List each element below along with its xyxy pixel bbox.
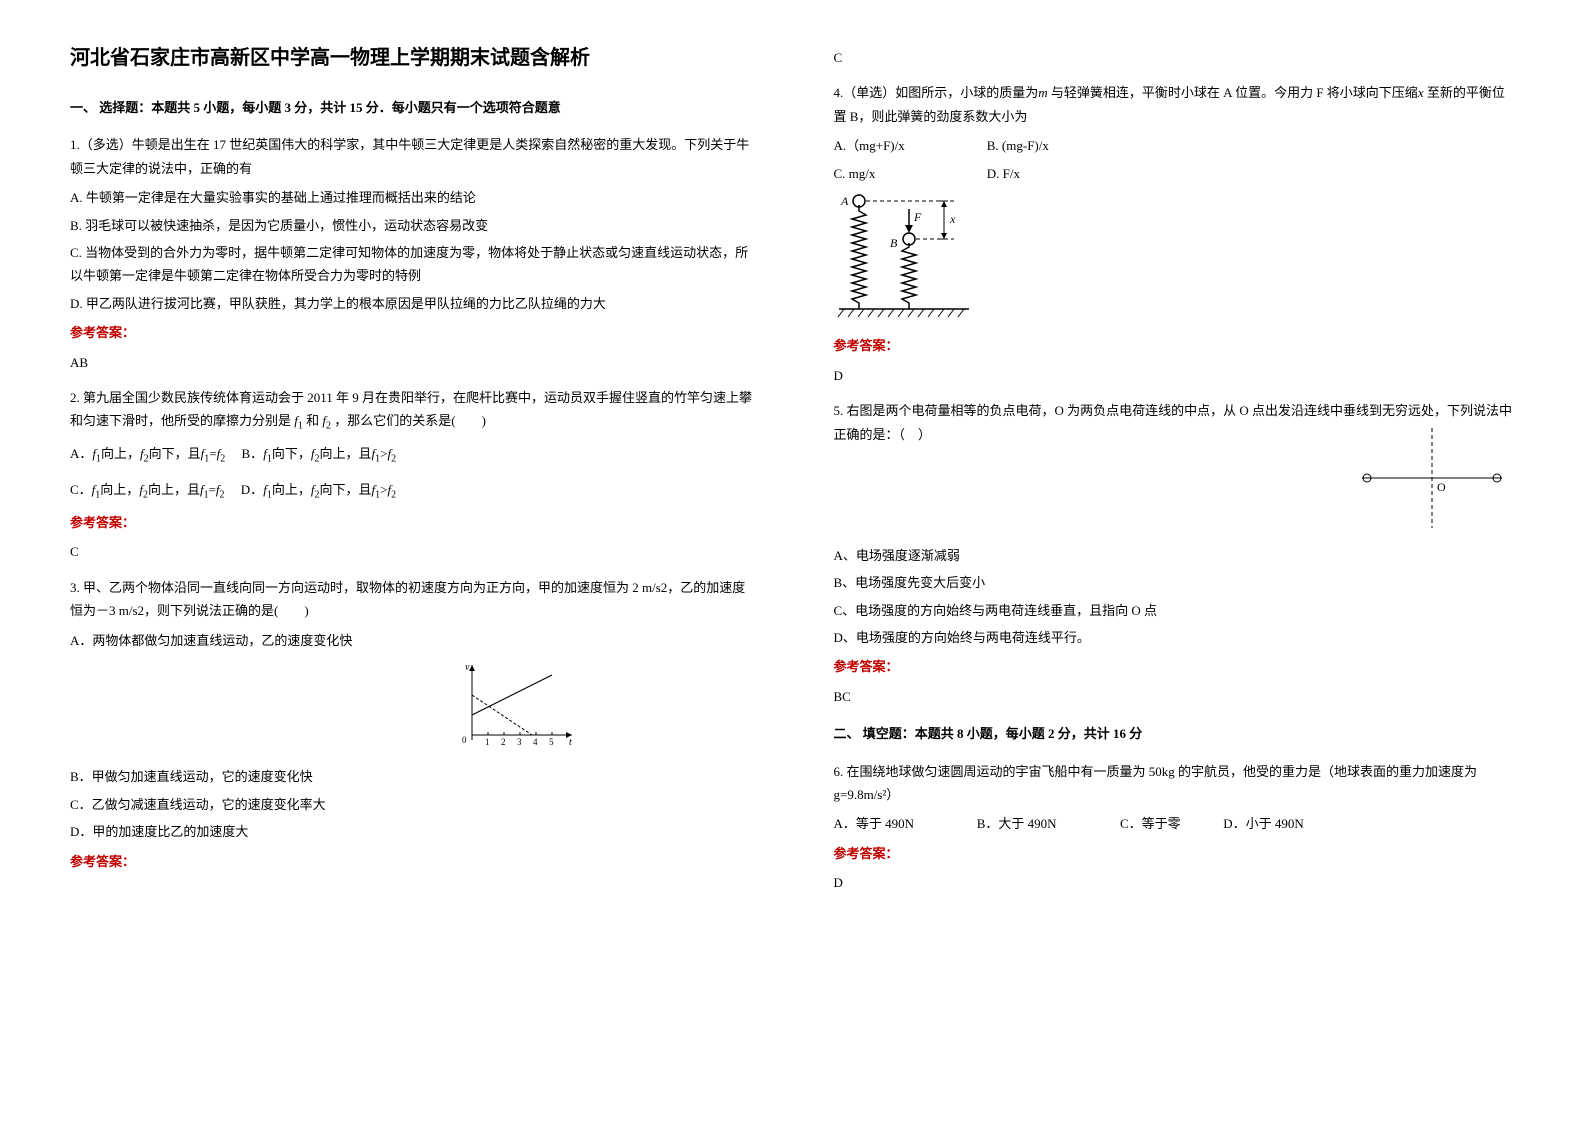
- q1-answer-label: 参考答案：: [70, 321, 754, 344]
- q4-opt-d: D. F/x: [987, 162, 1137, 185]
- q1-opt-d: D. 甲乙两队进行拔河比赛，甲队获胜，其力学上的根本原因是甲队拉绳的力比乙队拉绳…: [70, 292, 754, 315]
- q5-opt-b: B、电场强度先变大后变小: [834, 571, 1518, 594]
- svg-text:x: x: [949, 212, 956, 226]
- left-column: 河北省石家庄市高新区中学高一物理上学期期末试题含解析 一、 选择题：本题共 5 …: [30, 40, 794, 1082]
- q1-stem: 1.（多选）牛顿是出生在 17 世纪英国伟大的科学家，其中牛顿三大定律更是人类探…: [70, 133, 754, 180]
- q6-opt-b: B．大于 490N: [977, 812, 1117, 835]
- q5-opt-d: D、电场强度的方向始终与两电荷连线平行。: [834, 626, 1518, 649]
- svg-text:5: 5: [549, 737, 554, 747]
- q1-opt-c: C. 当物体受到的合外力为零时，据牛顿第二定律可知物体的加速度为零，物体将处于静…: [70, 241, 754, 288]
- svg-text:F: F: [913, 210, 922, 224]
- svg-text:v: v: [465, 662, 470, 673]
- q6-opt-c: C．等于零: [1120, 812, 1220, 835]
- q3-answer: C: [834, 46, 1518, 69]
- two-charges-diagram-icon: O: [1347, 423, 1517, 533]
- question-1: 1.（多选）牛顿是出生在 17 世纪英国伟大的科学家，其中牛顿三大定律更是人类探…: [70, 133, 754, 374]
- svg-text:3: 3: [517, 737, 522, 747]
- q3-answer-label: 参考答案：: [70, 850, 754, 873]
- q5-answer: BC: [834, 685, 1518, 708]
- q5-opt-c: C、电场强度的方向始终与两电荷连线垂直，且指向 O 点: [834, 599, 1518, 622]
- q3-opt-d: D．甲的加速度比乙的加速度大: [70, 820, 754, 843]
- q1-opt-a: A. 牛顿第一定律是在大量实验事实的基础上通过推理而概括出来的结论: [70, 186, 754, 209]
- q6-options: A．等于 490N B．大于 490N C．等于零 D．小于 490N: [834, 812, 1518, 835]
- section-1-heading: 一、 选择题：本题共 5 小题，每小题 3 分，共计 15 分．每小题只有一个选…: [70, 96, 754, 119]
- q2-answer-label: 参考答案：: [70, 511, 754, 534]
- spring-diagram-icon: A B F x: [834, 191, 974, 321]
- svg-text:0: 0: [462, 735, 467, 745]
- section-2-heading: 二、 填空题：本题共 8 小题，每小题 2 分，共计 16 分: [834, 722, 1518, 745]
- q5-row: 5. 右图是两个电荷量相等的负点电荷，O 为两负点电荷连线的中点，从 O 点出发…: [834, 399, 1518, 446]
- q4-opt-c: C. mg/x: [834, 162, 984, 185]
- question-6: 6. 在围绕地球做匀速圆周运动的宇宙飞船中有一质量为 50kg 的宇航员，他受的…: [834, 760, 1518, 895]
- q2-stem-c: ，那么它们的关系是( ): [334, 413, 486, 428]
- svg-text:A: A: [840, 194, 849, 208]
- q6-answer-label: 参考答案：: [834, 842, 1518, 865]
- q3-options: A．两物体都做匀加速直线运动，乙的速度变化快 v t 0 1 2: [70, 629, 754, 844]
- q5-figure: O: [1347, 423, 1517, 540]
- svg-text:4: 4: [533, 737, 538, 747]
- q5-options: A、电场强度逐渐减弱 B、电场强度先变大后变小 C、电场强度的方向始终与两电荷连…: [834, 544, 1518, 650]
- q4-opt-a: A.（mg+F)/x: [834, 134, 984, 157]
- q2-options: A．f1向上，f2向下，且f1=f2 B．f1向下，f2向上，且f1>f2 C．…: [70, 442, 754, 505]
- q4-opt-b: B. (mg-F)/x: [987, 134, 1137, 157]
- q1-opt-b: B. 羽毛球可以被快速抽杀，是因为它质量小，惯性小，运动状态容易改变: [70, 214, 754, 237]
- question-4: 4.（单选）如图所示，小球的质量为m 与轻弹簧相连，平衡时小球在 A 位置。今用…: [834, 81, 1518, 387]
- svg-text:O: O: [1437, 480, 1446, 494]
- q4-figure: A B F x: [834, 191, 1518, 328]
- q5-opt-a: A、电场强度逐渐减弱: [834, 544, 1518, 567]
- q5-answer-label: 参考答案：: [834, 655, 1518, 678]
- question-2: 2. 第九届全国少数民族传统体育运动会于 2011 年 9 月在贵阳举行，在爬杆…: [70, 386, 754, 564]
- q4-stem: 4.（单选）如图所示，小球的质量为m 与轻弹簧相连，平衡时小球在 A 位置。今用…: [834, 81, 1518, 128]
- svg-text:B: B: [890, 236, 898, 250]
- q3-opt-c: C．乙做匀减速直线运动，它的速度变化率大: [70, 793, 754, 816]
- q1-answer: AB: [70, 351, 754, 374]
- question-3: 3. 甲、乙两个物体沿同一直线向同一方向运动时，取物体的初速度方向为正方向，甲的…: [70, 576, 754, 873]
- q1-options: A. 牛顿第一定律是在大量实验事实的基础上通过推理而概括出来的结论 B. 羽毛球…: [70, 186, 754, 315]
- svg-text:2: 2: [501, 737, 506, 747]
- svg-text:t: t: [569, 737, 572, 748]
- q2-stem-b: 和: [306, 413, 319, 428]
- q4-answer: D: [834, 364, 1518, 387]
- q6-opt-d: D．小于 490N: [1223, 812, 1304, 835]
- velocity-time-chart-icon: v t 0 1 2 3 4 5: [457, 660, 577, 750]
- q4-options: A.（mg+F)/x B. (mg-F)/x C. mg/x D. F/x: [834, 134, 1518, 185]
- q2-answer: C: [70, 540, 754, 563]
- q3-opt-a: A．两物体都做匀加速直线运动，乙的速度变化快: [70, 629, 754, 652]
- q4-answer-label: 参考答案：: [834, 334, 1518, 357]
- right-column: C 4.（单选）如图所示，小球的质量为m 与轻弹簧相连，平衡时小球在 A 位置。…: [794, 40, 1558, 1082]
- q6-stem: 6. 在围绕地球做匀速圆周运动的宇宙飞船中有一质量为 50kg 的宇航员，他受的…: [834, 760, 1518, 807]
- svg-text:1: 1: [485, 737, 490, 747]
- q2-opt-c: C．f1向上，f2向上，且f1=f2 D．f1向上，f2向下，且f1>f2: [70, 478, 754, 505]
- page-title: 河北省石家庄市高新区中学高一物理上学期期末试题含解析: [70, 40, 754, 76]
- q3-chart: v t 0 1 2 3 4 5: [280, 660, 754, 757]
- q2-stem: 2. 第九届全国少数民族传统体育运动会于 2011 年 9 月在贵阳举行，在爬杆…: [70, 386, 754, 436]
- q2-opt-a: A．f1向上，f2向下，且f1=f2 B．f1向下，f2向上，且f1>f2: [70, 442, 754, 469]
- q6-opt-a: A．等于 490N: [834, 812, 974, 835]
- q3-opt-b: B．甲做匀加速直线运动，它的速度变化快: [70, 765, 754, 788]
- question-5: 5. 右图是两个电荷量相等的负点电荷，O 为两负点电荷连线的中点，从 O 点出发…: [834, 399, 1518, 708]
- q6-answer: D: [834, 871, 1518, 894]
- q3-stem: 3. 甲、乙两个物体沿同一直线向同一方向运动时，取物体的初速度方向为正方向，甲的…: [70, 576, 754, 623]
